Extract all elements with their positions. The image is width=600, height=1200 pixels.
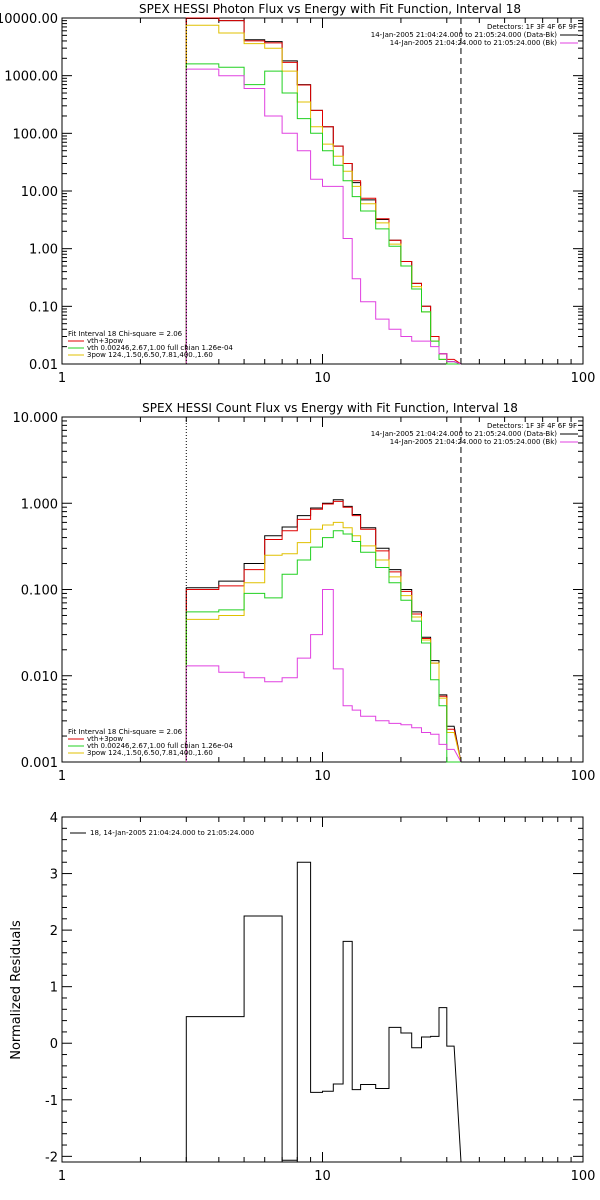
count-flux-panel: SPEX HESSI Count Flux vs Energy with Fit… — [13, 401, 596, 784]
count-fit-legend-1: vth 0.00246,2.67,1.00 full chian 1.26e-0… — [87, 742, 233, 750]
photon-time-legend-bk: 14-Jan-2005 21:04:24.000 to 21:05:24.000… — [390, 39, 558, 47]
series-line-0 — [185, 861, 462, 1163]
photon-time-legend-data: 14-Jan-2005 21:04:24.000 to 21:05:24.000… — [371, 31, 558, 39]
residuals-legend: 18, 14-Jan-2005 21:04:24.000 to 21:05:24… — [90, 829, 254, 837]
y-tick-label: 1.00 — [29, 243, 58, 258]
x-tick-label: 10 — [314, 769, 331, 784]
y-tick-label: 0.10 — [29, 300, 58, 315]
count-fit-legend-0: vth+3pow — [87, 735, 123, 743]
photon-detector-note: Detectors: 1F 3F 4F 6F 9F — [487, 23, 577, 31]
y-tick-label: -1 — [45, 1094, 58, 1109]
y-tick-label: 3 — [50, 868, 58, 883]
y-tick-label: 100.00 — [13, 127, 59, 142]
series-line-4 — [185, 68, 462, 365]
y-tick-label: 1 — [50, 981, 58, 996]
y-tick-label: 0.100 — [21, 584, 58, 599]
series-line-1 — [185, 500, 462, 763]
y-tick-label: 10.00 — [21, 185, 58, 200]
residuals-plot-frame — [61, 816, 584, 1163]
photon-fit-legend-0: vth+3pow — [87, 337, 123, 345]
photon-flux-panel: SPEX HESSI Photon Flux vs Energy with Fi… — [0, 2, 595, 386]
photon-fit-legend-1: vth 0.00246,2.67,1.00 full chian 1.26e-0… — [87, 344, 233, 352]
y-tick-label: -2 — [45, 1150, 58, 1165]
y-tick-label: 0.01 — [29, 358, 58, 373]
x-tick-label: 1 — [58, 371, 66, 386]
y-tick-label: 10000.00 — [0, 12, 58, 27]
series-line-2 — [185, 521, 462, 763]
x-tick-label: 1 — [58, 1169, 66, 1184]
x-tick-label: 1 — [58, 769, 66, 784]
count-time-legend-data: 14-Jan-2005 21:04:24.000 to 21:05:24.000… — [371, 430, 558, 438]
y-tick-label: 1.000 — [21, 497, 58, 512]
y-tick-label: 1000.00 — [4, 70, 58, 85]
x-tick-label: 100 — [571, 1169, 596, 1184]
photon-chart-title: SPEX HESSI Photon Flux vs Energy with Fi… — [139, 2, 521, 16]
y-tick-label: 4 — [50, 811, 58, 826]
count-time-legend-bk: 14-Jan-2005 21:04:24.000 to 21:05:24.000… — [390, 438, 558, 446]
photon-plot-frame — [61, 17, 584, 365]
series-line-4 — [185, 589, 462, 763]
x-tick-label: 10 — [314, 1169, 331, 1184]
series-line-3 — [185, 530, 461, 763]
count-chart-title: SPEX HESSI Count Flux vs Energy with Fit… — [142, 401, 518, 415]
photon-fit-legend-2: 3pow 124.,1.50,6.50,7.81,400.,1.60 — [87, 351, 213, 359]
residuals-y-axis-label: Normalized Residuals — [9, 920, 24, 1060]
photon-fit-info: Fit Interval 18 Chi-square = 2.06 — [68, 330, 183, 338]
x-tick-label: 10 — [314, 371, 331, 386]
count-detector-note: Detectors: 1F 3F 4F 6F 9F — [487, 422, 577, 430]
series-line-0 — [185, 18, 462, 365]
count-fit-info: Fit Interval 18 Chi-square = 2.06 — [68, 728, 183, 736]
series-line-0 — [185, 499, 462, 763]
count-fit-legend-2: 3pow 124.,1.50,6.50,7.81,400.,1.60 — [87, 749, 213, 757]
y-tick-label: 2 — [50, 924, 58, 939]
y-tick-label: 0 — [50, 1037, 58, 1052]
y-tick-label: 0.001 — [21, 756, 58, 771]
x-tick-label: 100 — [571, 769, 596, 784]
y-tick-label: 0.010 — [21, 670, 58, 685]
y-tick-label: 10.000 — [13, 411, 59, 426]
series-line-3 — [185, 63, 461, 365]
series-line-1 — [185, 17, 462, 365]
x-tick-label: 100 — [571, 371, 596, 386]
